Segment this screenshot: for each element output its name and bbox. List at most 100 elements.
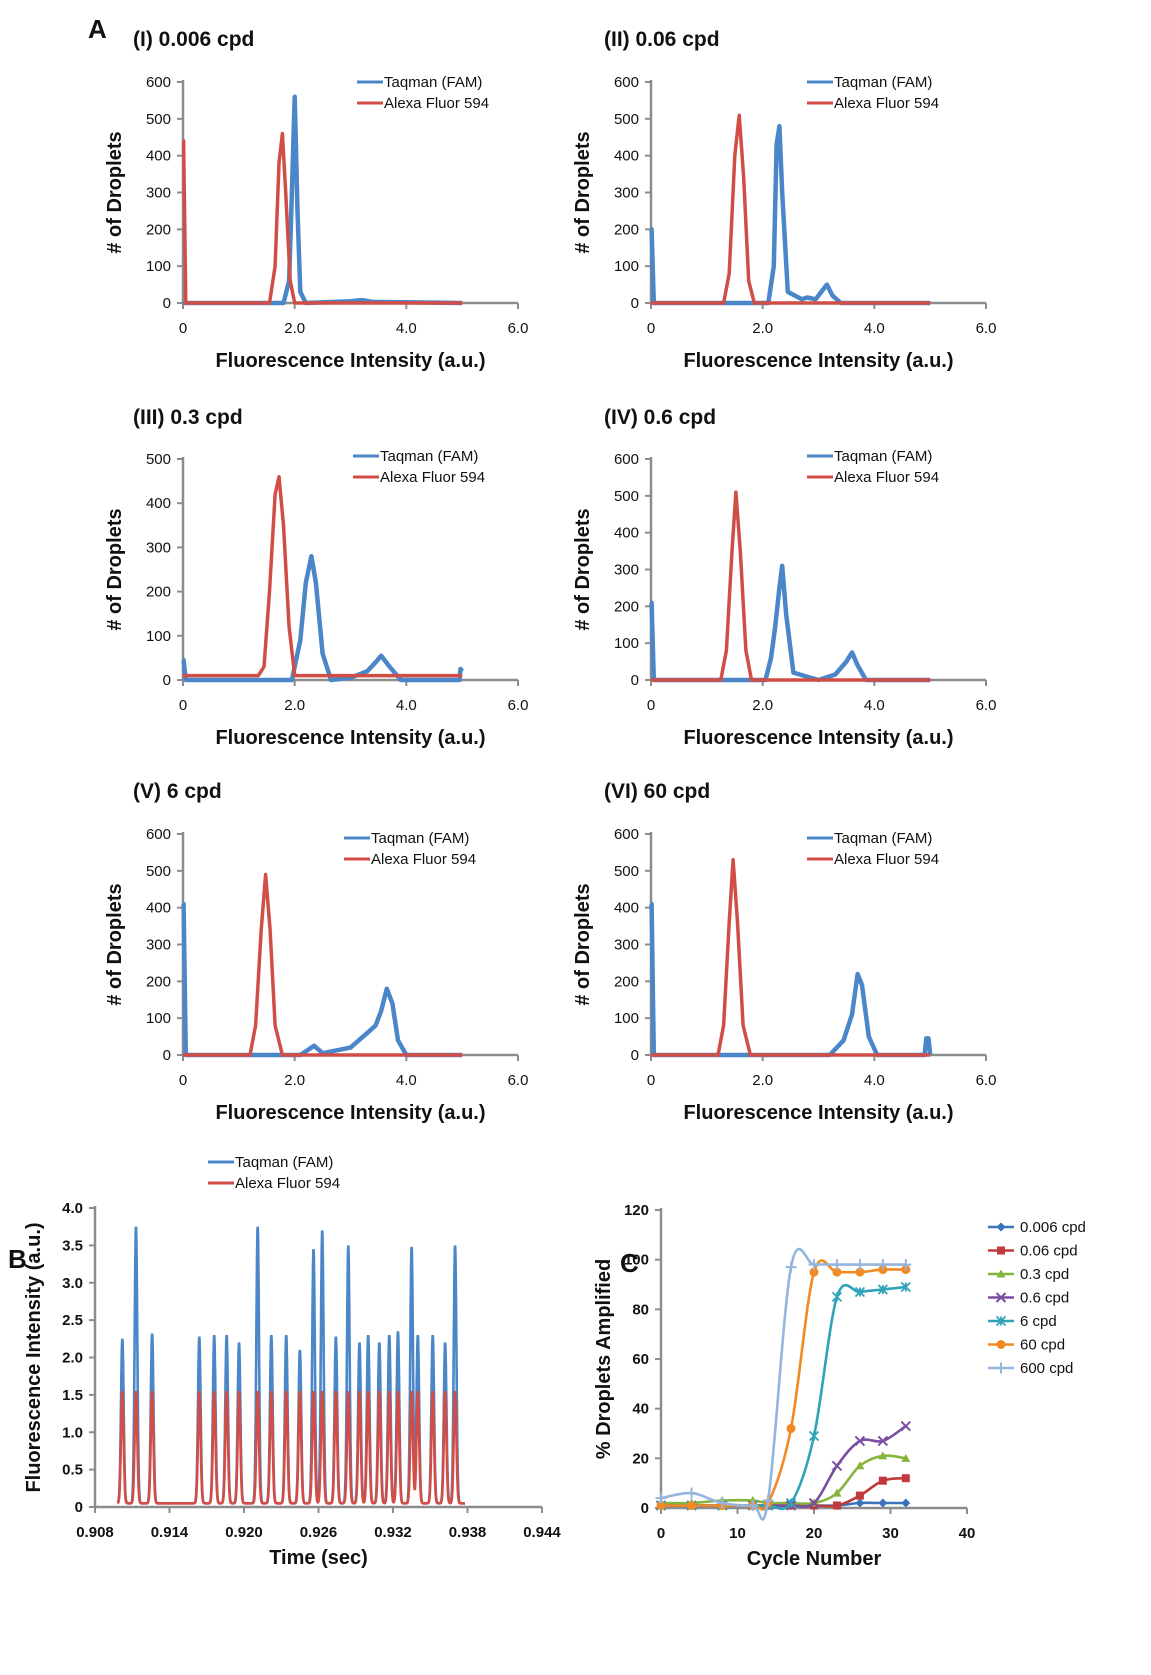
x-axis-label: Time (sec) [269,1547,368,1569]
x-tick-label: 0 [647,1072,655,1089]
marker-x [995,1292,1007,1303]
marker-square [878,1476,887,1485]
y-tick-label: 600 [146,826,171,843]
panel-a-iv: (IV) 0.6 cpd 0 100 200 300 400 500 600 0 2.0 4.0 6.… [572,406,996,749]
y-tick-label: 400 [146,495,171,512]
marker-x [854,1435,866,1447]
y-axis-label: # of Droplets [104,508,126,630]
series-line [660,1259,906,1511]
marker-triangle [878,1451,888,1460]
series-line-alexa [181,131,463,305]
series-line-taqman [181,901,463,1058]
y-tick-label: 500 [146,863,171,880]
y-tick-label: 100 [614,258,639,275]
marker-square [832,1501,841,1510]
series-line-taqman [649,563,931,683]
x-tick-label: 2.0 [752,320,773,337]
legend-label: 6 cpd [1020,1313,1057,1330]
series-line-taqman [649,123,931,306]
y-tick-label: 80 [632,1301,649,1318]
x-tick-label: 30 [882,1525,899,1542]
marker-circle [832,1267,842,1277]
marker-asterisk [831,1291,843,1303]
y-axis-label: # of Droplets [104,131,126,253]
y-tick-label: 0 [631,295,639,312]
y-tick-label: 400 [614,900,639,917]
marker-plus [808,1259,820,1271]
y-tick-label: 0 [75,1499,83,1516]
y-tick-label: 200 [614,598,639,615]
x-tick-label: 2.0 [752,1072,773,1089]
legend-label: Alexa Fluor 594 [834,95,939,112]
marker-plus [686,1487,698,1499]
marker-diamond [878,1498,888,1508]
y-tick-label: 200 [614,221,639,238]
y-tick-label: 200 [146,973,171,990]
marker-asterisk [900,1281,911,1293]
y-axis-label: % Droplets Amplified [593,1259,615,1459]
series-600-cpd [655,1248,912,1521]
marker-circle [656,1501,666,1511]
y-tick-label: 120 [624,1202,649,1219]
y-tick-label: 300 [146,937,171,954]
series-60-cpd [656,1259,911,1511]
y-tick-label: 100 [146,1010,171,1027]
y-tick-label: 3.5 [62,1237,83,1254]
marker-square [997,1246,1005,1255]
x-axis-label: Cycle Number [747,1548,882,1570]
legend-label: 0.3 cpd [1020,1266,1069,1283]
x-tick-label: 0.926 [300,1524,338,1541]
marker-plus [785,1261,797,1273]
legend-label: Alexa Fluor 594 [380,469,485,486]
series-line-alexa [651,858,931,1057]
x-tick-label: 4.0 [864,1072,885,1089]
legend-label: 600 cpd [1020,1360,1073,1377]
panel-title: (III) 0.3 cpd [133,406,243,429]
marker-x [831,1460,843,1471]
x-tick-label: 10 [729,1525,746,1542]
marker-diamond [901,1498,911,1508]
y-tick-label: 200 [614,973,639,990]
series-6-cpd [655,1281,911,1511]
y-tick-label: 20 [632,1450,649,1467]
panel-c: 0 20 40 60 80 100 120 0 10 20 30 40 Cycle Number % Dr… [593,1202,1086,1570]
y-tick-label: 200 [146,221,171,238]
legend-label: Taqman (FAM) [235,1154,333,1171]
y-tick-label: 0 [163,295,171,312]
y-tick-label: 100 [614,1010,639,1027]
series-line-taqman [649,901,933,1058]
x-tick-label: 4.0 [864,697,885,714]
panel-a-i: (I) 0.006 cpd 0 100 200 300 400 500 600 0 2.0 4.0 6… [104,28,528,372]
y-tick-label: 500 [146,451,171,468]
x-tick-label: 2.0 [284,320,305,337]
panel-b: 0 0.5 1.0 1.5 2.0 2.5 3.0 3.5 4.0 0.908 0.914 0.920… [23,1154,561,1569]
legend-label: Taqman (FAM) [380,448,478,465]
y-tick-label: 100 [614,635,639,652]
y-tick-label: 2.0 [62,1350,83,1367]
marker-diamond [855,1498,865,1508]
y-tick-label: 2.5 [62,1312,83,1329]
figure-letter-a-text: A [88,14,107,44]
y-tick-label: 40 [632,1401,649,1418]
marker-asterisk [808,1430,820,1442]
legend-label: Taqman (FAM) [834,448,932,465]
x-tick-label: 0.908 [76,1524,114,1541]
marker-asterisk [877,1284,888,1295]
legend-label: Alexa Fluor 594 [235,1175,340,1192]
x-tick-label: 0.914 [151,1524,189,1541]
marker-circle [996,1340,1006,1349]
y-tick-label: 3.0 [62,1275,83,1292]
figure-letter-a: A [88,14,107,44]
x-tick-label: 20 [806,1525,823,1542]
legend-label: Taqman (FAM) [384,74,482,91]
x-tick-label: 2.0 [752,697,773,714]
series-line-alexa [116,1390,465,1505]
legend-label: 60 cpd [1020,1337,1065,1354]
y-tick-label: 300 [614,185,639,202]
x-tick-label: 2.0 [284,697,305,714]
series-line-alexa [651,490,931,682]
y-tick-label: 300 [146,539,171,556]
y-tick-label: 4.0 [62,1200,83,1217]
